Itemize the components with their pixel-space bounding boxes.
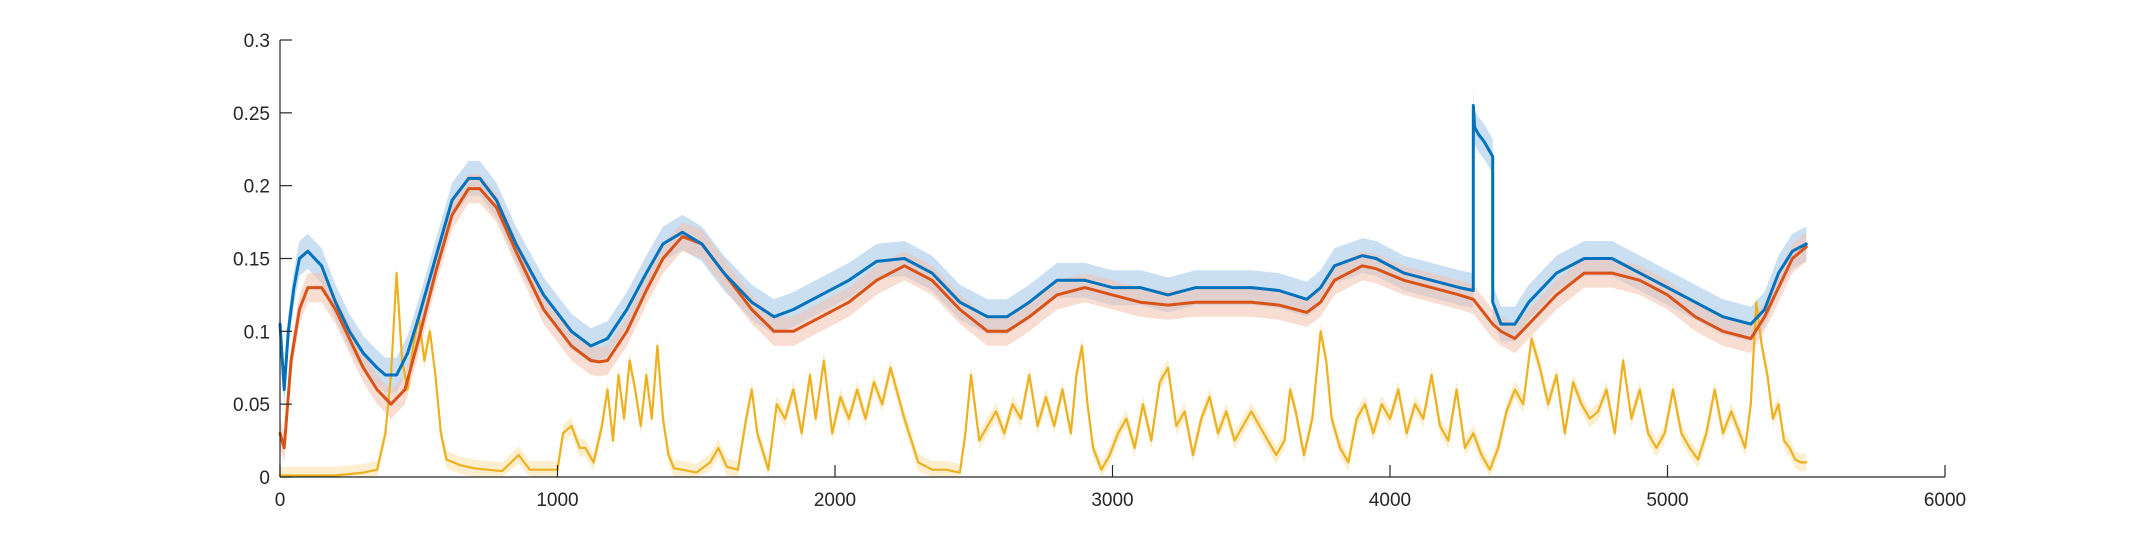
x-ticks: 0 1000 2000 3000 4000 5000 6000 (275, 465, 1966, 511)
y-tick-label: 0.1 (244, 322, 270, 343)
y-tick-label: 0.05 (233, 395, 270, 416)
x-tick-label: 4000 (1369, 490, 1411, 511)
series-3-line (278, 272, 1808, 477)
series-lines (278, 104, 1808, 477)
y-tick-label: 0 (259, 468, 270, 489)
x-tick-label: 6000 (1924, 490, 1966, 511)
series-2-line (278, 187, 1808, 450)
confidence-bands (280, 88, 1807, 477)
y-tick-label: 0.15 (233, 250, 270, 271)
x-tick-label: 3000 (1091, 490, 1133, 511)
series-1-line (278, 104, 1808, 392)
x-tick-label: 5000 (1646, 490, 1688, 511)
x-tick-label: 2000 (814, 490, 856, 511)
y-tick-label: 0.2 (244, 177, 270, 198)
y-tick-label: 0.3 (244, 31, 270, 52)
x-tick-label: 1000 (536, 490, 578, 511)
x-tick-label: 0 (275, 490, 286, 511)
y-tick-label: 0.25 (233, 104, 270, 125)
y-ticks: 0 0.05 0.1 0.15 0.2 0.25 0.3 (233, 31, 292, 489)
series-2-band (280, 174, 1807, 463)
